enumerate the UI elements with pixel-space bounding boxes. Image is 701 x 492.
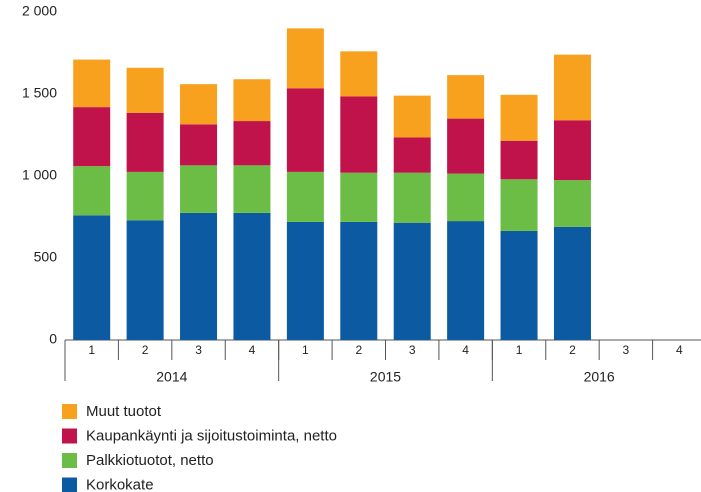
x-tick-label: 2 [142,343,149,357]
x-tick-label: 3 [623,343,630,357]
bar-segment [180,212,218,340]
bar-segment [500,94,538,141]
bar-segment [73,107,111,167]
bar-segment [73,166,111,216]
legend-swatch [62,428,77,444]
y-tick-label: 500 [34,249,58,265]
bar-segment [73,215,111,340]
x-tick-label: 2 [569,343,576,357]
x-tick-label: 4 [462,343,469,357]
bar-segment [286,221,324,340]
bar-segment [340,172,378,222]
group-label: 2016 [584,369,615,385]
bar-segment [553,226,591,340]
bar-segment [340,51,378,97]
bar-segment [393,137,431,173]
bar-segment [447,75,485,119]
bar-segment [180,84,218,125]
bar-segment [500,140,538,180]
bar-segment [73,59,111,108]
bar-segment [393,95,431,138]
bar-segment [393,222,431,340]
bar-segment [233,212,271,340]
bar-segment [126,171,164,221]
bar-segment [553,120,591,181]
bar-segment [500,230,538,340]
legend-label: Kaupankäynti ja sijoitustoiminta, netto [86,427,337,444]
bar-segment [180,165,218,213]
x-tick-label: 1 [302,343,309,357]
x-tick-label: 4 [676,343,683,357]
bar-segment [286,28,324,89]
bar-segment [447,118,485,174]
y-tick-label: 2 000 [22,3,57,19]
x-tick-label: 4 [249,343,256,357]
legend-swatch [62,404,77,419]
group-label: 2015 [370,369,401,385]
bar-segment [553,180,591,227]
legend-label: Muut tuotot [86,403,162,420]
bar-segment [286,88,324,172]
x-tick-label: 1 [88,343,95,357]
x-tick-label: 2 [355,343,362,357]
bar-segment [447,173,485,222]
bar-segment [500,179,538,231]
bar-segment [180,124,218,166]
y-tick-label: 1 500 [22,85,57,101]
bar-segment [393,172,431,223]
bar-segment [286,171,324,222]
legend-label: Korkokate [86,476,154,492]
legend-swatch [62,453,77,468]
group-label: 2014 [156,369,187,385]
x-tick-label: 3 [409,343,416,357]
y-tick-label: 1 000 [22,167,57,183]
x-tick-label: 1 [516,343,523,357]
bar-segment [553,54,591,121]
bar-segment [340,96,378,173]
bar-segment [233,121,271,166]
legend-swatch [62,477,77,492]
bar-segment [126,220,164,340]
bar-segment [126,112,164,172]
x-tick-label: 3 [195,343,202,357]
bar-segment [340,221,378,340]
y-tick-label: 0 [49,331,57,347]
legend-label: Palkkiotuotot, netto [86,452,214,469]
bar-segment [126,67,164,113]
bar-segment [233,79,271,122]
bar-segment [233,165,271,213]
bar-segment [447,221,485,340]
